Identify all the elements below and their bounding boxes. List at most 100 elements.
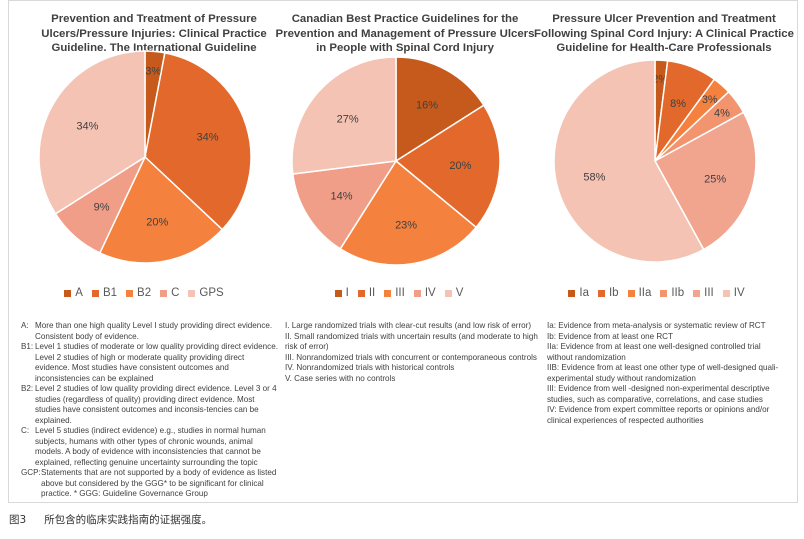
note-level-iv: IV. Nonrandomized trials with historical… [285,363,455,372]
legend-item-ia: Ia [568,287,589,299]
legend-swatch [722,289,730,297]
note-level-iib: IIB: Evidence from at least one other ty… [547,363,779,383]
chart-2-title: Canadian Best Practice Guidelines for th… [275,13,535,54]
note-text: Level 1 studies of moderate or low quali… [35,342,278,383]
note-key: B2: [21,384,34,393]
legend-swatch [188,289,196,297]
slice-label-ii: 20% [449,160,471,172]
note-level-ib: Ib: Evidence from at least one RCT [547,331,673,341]
legend-label: GPS [199,287,224,299]
slice-label-b1: 34% [196,132,218,144]
legend-item-iii: III [693,287,714,299]
pie-slice-b2 [98,155,224,264]
legend-label: III [704,287,714,299]
note-gcp: GCP: Statements that are not supported b… [21,468,279,500]
legend-swatch [660,289,668,297]
legend-swatch [597,289,605,297]
notes-panel-3: Ia: Evidence from meta-analysis or syste… [547,321,787,426]
legend-label: IIa [638,287,652,299]
slice-label-iii: 23% [395,220,417,232]
legend-swatch [693,289,701,297]
slice-label-iv: 14% [331,191,353,203]
chart-3-legend: Ia Ib IIa IIb III IV [549,287,764,299]
note-text: Level 2 studies of low quality providing… [35,384,277,425]
legend-swatch [627,289,635,297]
note-level-i: I. Large randomized trials with clear-cu… [285,321,532,330]
legend-item-i: I [334,287,349,299]
note-level-v: V. Case series with no controls [285,373,396,383]
note-key: A: [21,321,29,330]
slice-label-i: 16% [416,99,438,111]
legend-swatch [384,289,392,297]
legend-swatch [357,289,365,297]
legend-label: IIb [671,287,685,299]
legend-item-iii: III [384,287,405,299]
notes-panel-1: A: More than one high quality Level I st… [21,321,279,500]
figure-caption: 图3 所包含的临床实践指南的证据强度。 [9,512,212,527]
slice-label-iv: 58% [583,172,605,184]
legend-item-iia: IIa [627,287,652,299]
legend-item-a: A [64,287,83,299]
legend-label: Ib [608,287,619,299]
note-b1: B1: Level 1 studies of moderate or low q… [21,342,279,384]
pie-slice-b1 [144,51,252,231]
legend-label: III [395,287,405,299]
note-text: Level 5 studies (indirect evidence) e.g.… [35,426,266,467]
legend-item-c: C [160,287,179,299]
slice-label-ib: 8% [670,98,686,110]
slice-label-b2: 20% [146,217,168,229]
note-key: B1: [21,342,34,351]
legend-label: C [171,287,180,299]
legend-label: B2 [137,287,152,299]
pie-chart-1: 3% 34% 20% 9% 34% [38,50,252,264]
slice-label-c: 9% [94,201,110,213]
legend-label: A [75,287,83,299]
legend-item-ib: Ib [597,287,619,299]
note-b2: B2: Level 2 studies of low quality provi… [21,384,279,426]
slice-label-a: 3% [145,65,161,77]
note-level-ia: Ia: Evidence from meta-analysis or syste… [547,321,766,330]
legend-swatch [444,289,452,297]
pie-chart-2: 16% 20% 23% 14% 27% [291,56,501,266]
legend-label: IV [733,287,745,299]
legend-item-iv: IV [413,287,436,299]
legend-item-ii: II [357,287,376,299]
slice-label-iia: 3% [702,94,718,106]
pie-slice-ii [394,104,501,229]
legend-label: IV [424,287,436,299]
notes-panel-2: I. Large randomized trials with clear-cu… [285,321,543,384]
pie-slice-v [291,56,397,175]
note-key: C: [21,426,30,435]
legend-item-b2: B2 [126,287,151,299]
legend-label: B1 [102,287,118,299]
legend-swatch [334,289,342,297]
legend-swatch [126,289,134,297]
note-level-iv-p3: IV: Evidence from expert committee repor… [547,405,770,425]
legend-label: II [368,287,376,299]
pie-slice-i [395,56,485,163]
pie-slice-iii [339,159,478,266]
legend-item-iib: IIb [660,287,684,299]
slice-label-iib: 4% [714,107,730,119]
note-a: A: More than one high quality Level I st… [21,321,279,342]
chart-2-legend: I II III IV V [299,287,499,299]
legend-item-v: V [444,287,464,299]
slice-label-v: 27% [337,113,359,125]
slice-label-iii: 25% [704,173,726,185]
legend-swatch [64,289,72,297]
legend-item-iv: IV [722,287,745,299]
note-level-ii: II. Small randomized trials with uncerta… [285,331,538,352]
note-level-iii: III. Nonrandomized trials with concurren… [285,352,537,362]
chart-3-title: Pressure Ulcer Prevention and Treatment … [534,13,794,54]
note-key: GCP: [21,468,41,477]
chart-1-legend: A B1 B2 C GPS [39,287,249,299]
legend-label: V [455,287,464,299]
pie-slice-iv [553,59,705,263]
pie-slice-iv [291,160,398,250]
figure-frame: Prevention and Treatment of Pressure Ulc… [8,0,798,503]
legend-swatch [160,289,168,297]
legend-item-gps: GPS [188,287,224,299]
note-text: More than one high quality Level I study… [35,321,273,341]
note-text: Statements that are not supported by a b… [41,468,277,498]
note-level-iia: IIa: Evidence from at least one well-des… [547,342,761,362]
